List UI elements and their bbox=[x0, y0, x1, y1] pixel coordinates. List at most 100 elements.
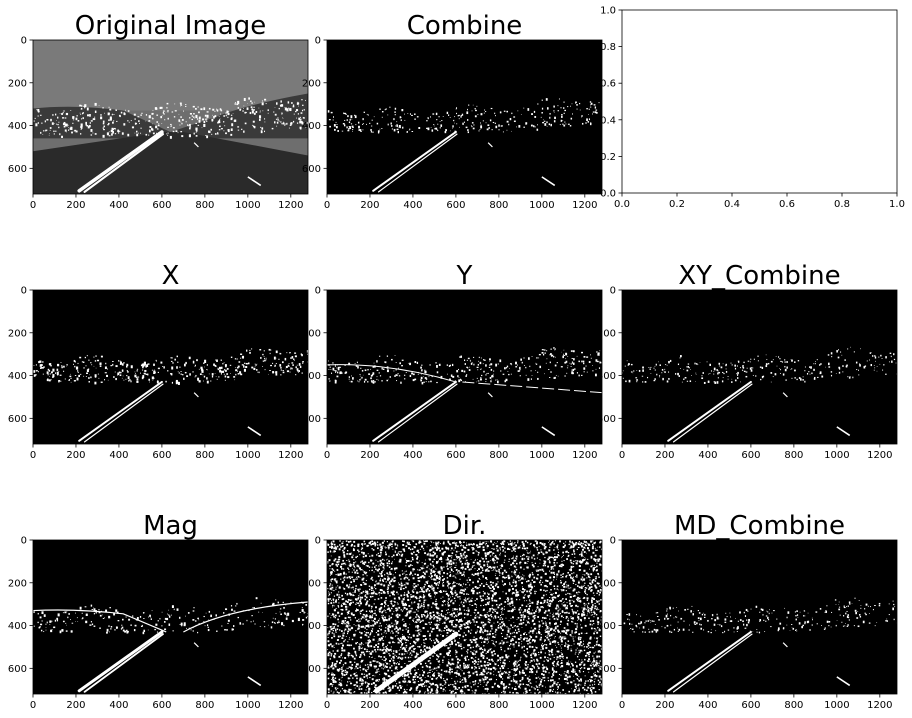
panel-mag-ytick-label: 200 bbox=[8, 578, 27, 589]
panel-dir-xtick-label: 800 bbox=[489, 700, 508, 711]
panel-xy-ytick-label: 0 bbox=[610, 286, 616, 297]
panel-md-ytick-label: 600 bbox=[597, 664, 616, 675]
panel-combine-xtick-label: 1200 bbox=[572, 200, 597, 211]
panel-original-xtick-label: 1000 bbox=[235, 200, 260, 211]
panel-x-xtick-label: 0 bbox=[30, 450, 36, 461]
panel-y-image bbox=[327, 290, 602, 444]
panel-original-xtick-label: 600 bbox=[152, 200, 171, 211]
panel-empty-xtick-label: 0.4 bbox=[724, 199, 740, 210]
panel-x-xtick-label: 200 bbox=[66, 450, 85, 461]
panel-x-xtick-label: 800 bbox=[195, 450, 214, 461]
panel-x-ytick-label: 600 bbox=[8, 414, 27, 425]
panel-combine-title: Combine bbox=[407, 11, 523, 41]
panel-md-xtick-label: 1200 bbox=[867, 700, 892, 711]
panel-md-xtick-label: 800 bbox=[784, 700, 803, 711]
panel-xy-ytick-label: 200 bbox=[597, 328, 616, 339]
panel-mag-xtick-label: 1000 bbox=[235, 700, 260, 711]
panel-dir-xtick-label: 600 bbox=[446, 700, 465, 711]
panel-dir-image bbox=[327, 540, 602, 694]
panel-y-ytick-label: 400 bbox=[302, 371, 321, 382]
panel-original-title: Original Image bbox=[75, 11, 266, 41]
panel-y-xtick-label: 600 bbox=[446, 450, 465, 461]
panel-xy-frame bbox=[621, 289, 898, 445]
panel-combine-xtick-label: 200 bbox=[360, 200, 379, 211]
panel-xy-xtick-label: 400 bbox=[698, 450, 717, 461]
panel-dir-ytick-label: 400 bbox=[302, 621, 321, 632]
panel-original-ytick-label: 200 bbox=[8, 78, 27, 89]
panel-x-xtick-label: 1200 bbox=[278, 450, 303, 461]
panel-xy-ytick-label: 600 bbox=[597, 414, 616, 425]
panel-combine-ytick-label: 600 bbox=[302, 164, 321, 175]
panel-combine-ytick-label: 0 bbox=[315, 36, 321, 47]
panel-mag-ytick-label: 0 bbox=[21, 536, 27, 547]
panel-empty-ytick-label: 0.4 bbox=[600, 115, 616, 126]
panel-x-xtick-label: 600 bbox=[152, 450, 171, 461]
panel-dir-xtick-label: 0 bbox=[324, 700, 330, 711]
panel-dir-frame bbox=[326, 539, 603, 695]
panel-y-xtick-label: 1200 bbox=[572, 450, 597, 461]
panel-original-xtick-label: 400 bbox=[109, 200, 128, 211]
panel-combine-frame bbox=[326, 39, 603, 195]
panel-xy-xtick-label: 600 bbox=[741, 450, 760, 461]
panel-md-frame bbox=[621, 539, 898, 695]
panel-xy-xtick-label: 800 bbox=[784, 450, 803, 461]
panel-x-ytick-label: 0 bbox=[21, 286, 27, 297]
panel-x-xtick-label: 1000 bbox=[235, 450, 260, 461]
panel-combine-xtick-label: 1000 bbox=[529, 200, 554, 211]
panel-mag-title: Mag bbox=[143, 511, 198, 541]
panel-mag-xtick-label: 0 bbox=[30, 700, 36, 711]
panel-x-image bbox=[33, 290, 308, 444]
panel-y-xtick-label: 800 bbox=[489, 450, 508, 461]
panel-combine-xtick-label: 600 bbox=[446, 200, 465, 211]
panel-original-xtick-label: 200 bbox=[66, 200, 85, 211]
panel-empty-ytick-label: 0.2 bbox=[600, 152, 616, 163]
panel-original-image bbox=[33, 40, 308, 194]
panel-combine-xtick-label: 0 bbox=[324, 200, 330, 211]
panel-original-xtick-label: 1200 bbox=[278, 200, 303, 211]
panel-empty-ytick-label: 0.6 bbox=[600, 79, 616, 90]
panel-x-ytick-label: 400 bbox=[8, 371, 27, 382]
panel-md-xtick-label: 400 bbox=[698, 700, 717, 711]
panel-xy-title: XY_Combine bbox=[678, 261, 840, 291]
panel-original-frame bbox=[32, 39, 309, 195]
panel-mag-xtick-label: 800 bbox=[195, 700, 214, 711]
panel-mag-xtick-label: 400 bbox=[109, 700, 128, 711]
panel-md-xtick-label: 600 bbox=[741, 700, 760, 711]
panel-combine-ytick-label: 400 bbox=[302, 121, 321, 132]
panel-md-image bbox=[622, 540, 897, 694]
panel-dir-xtick-label: 1200 bbox=[572, 700, 597, 711]
panel-empty-xtick-label: 0.8 bbox=[834, 199, 850, 210]
panel-y-ytick-label: 600 bbox=[302, 414, 321, 425]
panel-md-xtick-label: 1000 bbox=[824, 700, 849, 711]
panel-y-xtick-label: 400 bbox=[403, 450, 422, 461]
panel-dir-ytick-label: 200 bbox=[302, 578, 321, 589]
panel-empty-xtick-label: 0.6 bbox=[779, 199, 795, 210]
panel-dir-ytick-label: 0 bbox=[315, 536, 321, 547]
panel-xy-ytick-label: 400 bbox=[597, 371, 616, 382]
panel-x-ytick-label: 200 bbox=[8, 328, 27, 339]
panel-y-title: Y bbox=[456, 261, 473, 291]
panel-combine-xtick-label: 800 bbox=[489, 200, 508, 211]
panel-original-xtick-label: 800 bbox=[195, 200, 214, 211]
panel-y-xtick-label: 1000 bbox=[529, 450, 554, 461]
panel-mag-xtick-label: 600 bbox=[152, 700, 171, 711]
panel-mag-ytick-label: 600 bbox=[8, 664, 27, 675]
panel-original-ytick-label: 400 bbox=[8, 121, 27, 132]
panel-y-ytick-label: 200 bbox=[302, 328, 321, 339]
panel-combine-image bbox=[327, 40, 602, 194]
panel-mag-xtick-label: 200 bbox=[66, 700, 85, 711]
panel-combine-xtick-label: 400 bbox=[403, 200, 422, 211]
panel-original-ytick-label: 600 bbox=[8, 164, 27, 175]
panel-y-frame bbox=[326, 289, 603, 445]
panel-mag-ytick-label: 400 bbox=[8, 621, 27, 632]
panel-dir-ytick-label: 600 bbox=[302, 664, 321, 675]
panel-empty-ytick-label: 1.0 bbox=[600, 6, 616, 17]
panel-dir-xtick-label: 1000 bbox=[529, 700, 554, 711]
panel-md-xtick-label: 200 bbox=[655, 700, 674, 711]
panel-combine-ytick-label: 200 bbox=[302, 78, 321, 89]
panel-md-title: MD_Combine bbox=[674, 511, 845, 541]
panel-mag-image bbox=[33, 540, 308, 694]
panel-empty-ytick-label: 0.0 bbox=[600, 189, 616, 200]
panel-empty-xtick-label: 0.0 bbox=[614, 199, 630, 210]
